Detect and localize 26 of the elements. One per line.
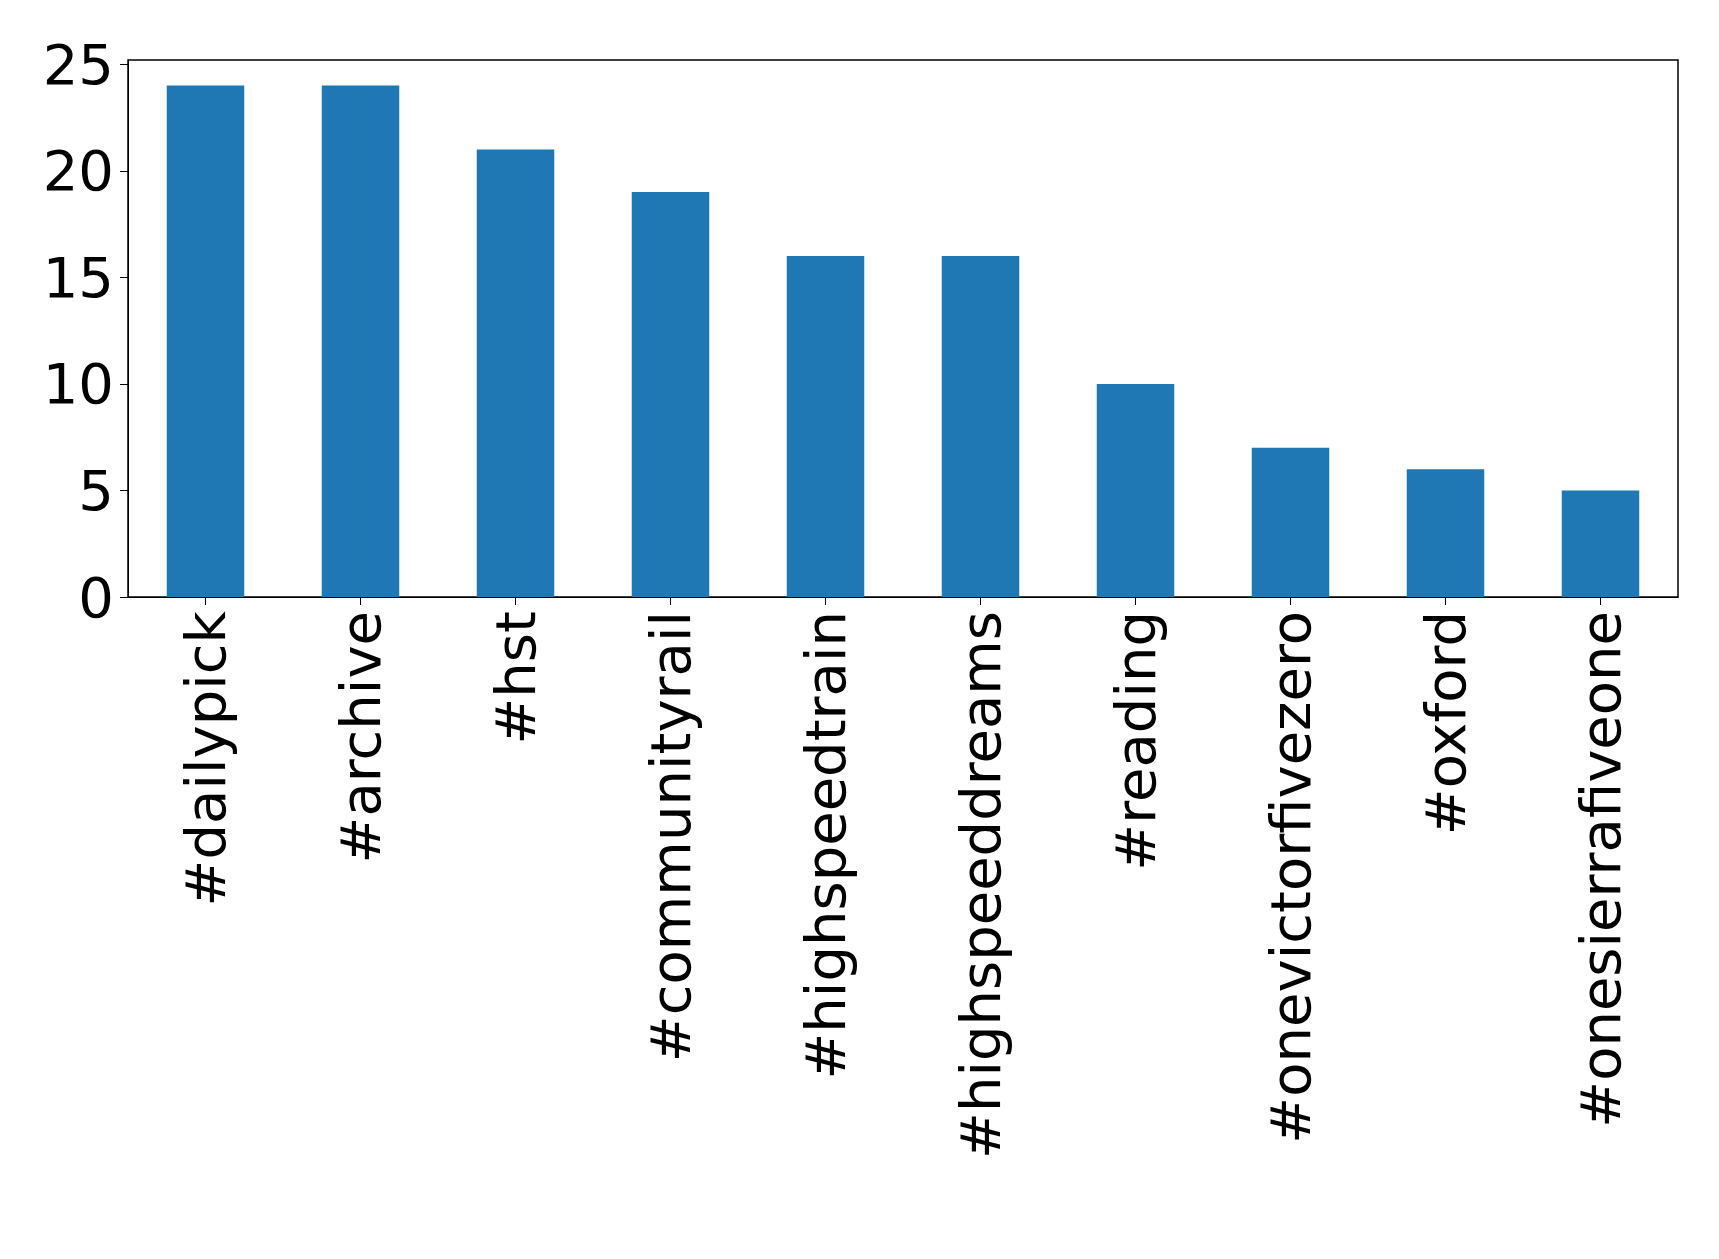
x-tick-label: #highspeedtrain: [793, 611, 858, 1080]
bar: [1251, 447, 1330, 597]
bar: [941, 256, 1020, 597]
x-tick-label: #hst: [483, 611, 548, 745]
x-tick-label: #onesierrafiveone: [1568, 611, 1633, 1128]
bar: [166, 85, 245, 597]
y-tick-label: 15: [42, 244, 114, 310]
x-tick-label: #oxford: [1413, 611, 1478, 836]
x-tick-label: #communityrail: [638, 611, 703, 1063]
y-tick-label: 20: [42, 138, 114, 204]
bar: [321, 85, 400, 597]
bar: [631, 192, 710, 597]
x-tick-label: #highspeeddreams: [948, 611, 1013, 1160]
y-tick-label: 0: [78, 564, 114, 630]
bar: [476, 149, 555, 597]
bar: [1561, 490, 1640, 597]
x-tick-label: #reading: [1103, 611, 1168, 871]
y-tick-label: 5: [78, 457, 114, 523]
bar: [1096, 383, 1175, 597]
x-tick-label: #onevictorfivezero: [1258, 611, 1323, 1144]
x-tick-label: #archive: [328, 611, 393, 864]
x-tick-label: #dailypick: [173, 610, 238, 907]
y-tick-label: 25: [42, 31, 114, 97]
y-tick-label: 10: [42, 351, 114, 417]
bar: [1406, 469, 1485, 597]
bar: [786, 256, 865, 597]
